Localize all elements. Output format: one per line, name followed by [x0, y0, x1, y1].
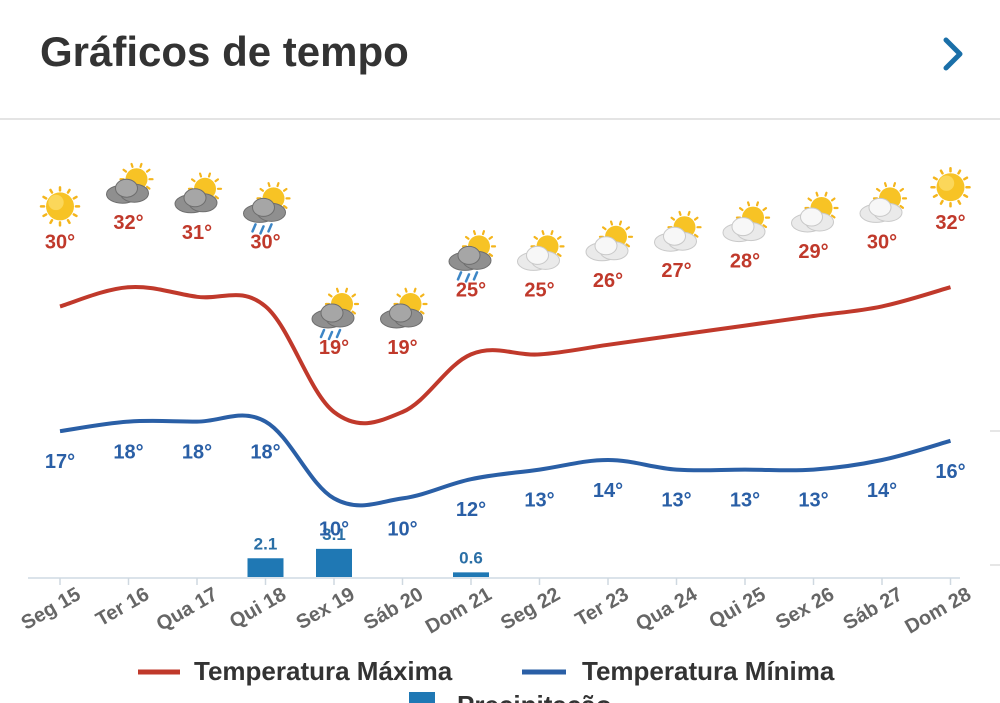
max-temp-label: 30°	[250, 231, 280, 253]
x-tick-label: Seg 22	[497, 583, 564, 634]
min-temp-label: 13°	[798, 490, 828, 512]
partly-cloudy-icon	[585, 220, 634, 262]
min-temp-label: 13°	[524, 490, 554, 512]
x-tick-label: Ter 16	[92, 583, 153, 631]
max-temp-label: 28°	[730, 251, 760, 273]
partly-cloudy-icon	[174, 172, 223, 214]
min-temp-label: 17°	[45, 451, 75, 473]
legend-min-label: Temperatura Mínima	[582, 656, 835, 686]
max-temp-label: 30°	[45, 231, 75, 253]
x-tick-label: Sáb 20	[360, 583, 427, 634]
cloud-shape	[243, 197, 286, 223]
x-tick-label: Qui 18	[226, 583, 290, 633]
precipitation-series: 2.1 3.1 0.6	[247, 525, 489, 578]
x-tick-label: Sáb 27	[840, 583, 907, 634]
legend-precip-label: Precipitação	[457, 690, 612, 703]
header: Gráficos de tempo	[0, 0, 1000, 120]
min-temp-line	[59, 413, 952, 508]
partly-cloudy-icon	[791, 191, 839, 233]
chevron-right-icon[interactable]	[934, 34, 974, 74]
cloud-shape	[106, 178, 149, 204]
partly-cloudy-icon	[722, 201, 771, 243]
max-temp-label: 31°	[182, 222, 212, 244]
max-temp-label: 25°	[456, 279, 486, 301]
x-tick-label: Ter 23	[572, 583, 633, 631]
precipitation-bar	[453, 572, 489, 578]
max-temp-label: 29°	[798, 241, 828, 263]
partly-cloudy-icon	[517, 230, 565, 271]
page-title: Gráficos de tempo	[40, 28, 409, 75]
x-tick-label: Dom 28	[901, 583, 975, 638]
min-temp-label: 16°	[935, 461, 965, 483]
min-temp-label: 10°	[319, 518, 349, 540]
sun-icon	[930, 166, 971, 208]
max-temp-label: 19°	[319, 337, 349, 359]
partly-cloudy-icon	[380, 287, 428, 329]
min-temp-label: 14°	[867, 480, 897, 502]
cloud-shape	[722, 217, 766, 243]
max-temp-label: 19°	[387, 337, 417, 359]
rain-icon	[448, 230, 497, 283]
cloud-shape	[311, 303, 355, 329]
min-temp-label: 18°	[182, 442, 212, 464]
partly-cloudy-icon	[859, 182, 908, 223]
precipitation-bar	[247, 558, 284, 578]
min-temp-label: 13°	[661, 490, 691, 512]
max-temp-label: 27°	[661, 260, 691, 282]
x-tick-label: Sex 26	[772, 583, 838, 634]
min-temp-label: 12°	[456, 499, 486, 521]
legend-precip-swatch	[409, 692, 435, 703]
precipitation-label: 0.6	[459, 548, 483, 567]
max-temp-line	[59, 284, 952, 426]
x-tick-label: Sex 19	[293, 583, 359, 634]
legend-max-label: Temperatura Máxima	[194, 656, 453, 686]
cloud-shape	[174, 188, 218, 214]
rain-icon	[311, 287, 360, 341]
cloud-shape	[654, 226, 697, 252]
max-temp-label: 26°	[593, 270, 623, 292]
partly-cloudy-icon	[106, 162, 154, 204]
cloud-shape	[517, 245, 560, 271]
cloud-shape	[585, 236, 629, 262]
cloud-shape	[859, 197, 903, 223]
min-temp-label: 18°	[113, 442, 143, 464]
sun-icon	[39, 186, 81, 227]
x-tick-label: Qui 25	[706, 583, 770, 633]
min-temp-label: 14°	[593, 480, 623, 502]
x-tick-label: Dom 21	[422, 583, 496, 638]
rain-icon	[243, 182, 291, 235]
max-temp-label: 25°	[524, 279, 554, 301]
min-temp-label: 18°	[250, 442, 280, 464]
min-temp-label: 13°	[730, 490, 760, 512]
cloud-shape	[448, 245, 492, 271]
x-tick-label: Seg 15	[18, 583, 85, 634]
partly-cloudy-icon	[654, 210, 702, 252]
max-temp-label: 32°	[935, 212, 965, 234]
x-tick-label: Qua 24	[632, 583, 702, 636]
max-temp-label: 30°	[867, 231, 897, 253]
cloud-shape	[791, 207, 834, 233]
min-temp-label: 10°	[387, 518, 417, 540]
cloud-shape	[380, 303, 423, 329]
precipitation-bar	[316, 548, 352, 578]
x-tick-label: Qua 17	[153, 583, 222, 635]
max-temp-label: 32°	[113, 212, 143, 234]
precipitation-label: 3.1	[322, 525, 346, 544]
precipitation-label: 2.1	[254, 534, 278, 553]
